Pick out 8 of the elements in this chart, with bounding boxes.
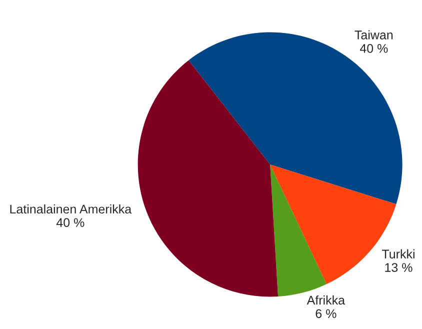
data-label: 40 % (360, 44, 388, 53)
slice-label: Turkki (382, 249, 414, 258)
data-label: 13 % (385, 263, 412, 272)
data-label: 40 % (56, 218, 84, 228)
data-label: 6 % (316, 309, 336, 318)
slice-label: Taiwan (354, 30, 393, 40)
slice-label: Afrikka (306, 295, 346, 305)
slice-label: Latinalainen Amerikka (10, 204, 132, 214)
